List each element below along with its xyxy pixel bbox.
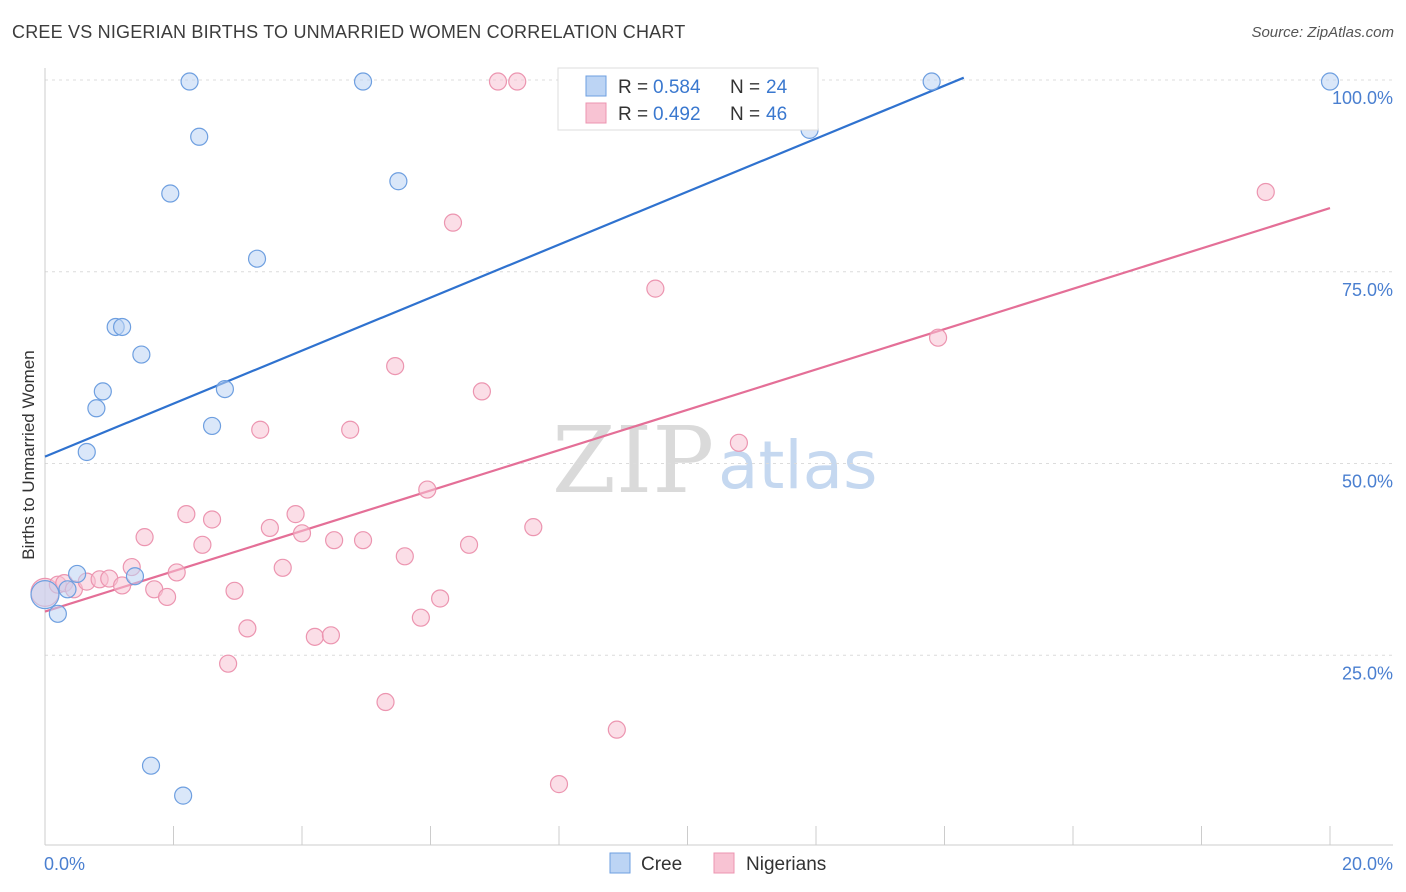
legend-nig-r-value: 0.492 (653, 104, 701, 125)
y-tick-label: 75.0% (1342, 280, 1393, 300)
nigerian-point (238, 619, 257, 638)
nigerian-point (443, 213, 463, 232)
nigerian-point (524, 518, 543, 537)
nigerian-point (418, 480, 437, 499)
nigerian-point (1256, 182, 1275, 202)
y-tick-label: 100.0% (1332, 88, 1393, 108)
cree-point (215, 380, 234, 399)
legend-swatch-cree (585, 75, 607, 97)
cree-point (112, 317, 132, 337)
cree-point (93, 382, 112, 401)
nigerian-point (459, 535, 479, 554)
nigerian-point (177, 505, 196, 524)
nigerian-trend-line (44, 207, 1331, 613)
legend-cree-n-value: 24 (766, 77, 788, 98)
nigerian-point (472, 382, 491, 401)
nigerian-point (928, 328, 948, 347)
cree-point (30, 580, 60, 610)
nigerian-point (286, 505, 305, 524)
nigerian-point (549, 775, 569, 794)
y-tick-label: 25.0% (1342, 663, 1393, 683)
nigerian-point (135, 528, 154, 547)
cree-point (922, 72, 941, 91)
nigerian-point (488, 72, 508, 91)
nigerian-point (305, 627, 324, 646)
nigerian-point (251, 420, 270, 439)
bottom-legend-swatch-cree (609, 852, 631, 874)
legend-cree-n-label: N = (730, 77, 760, 98)
bottom-legend-swatch-nigerians (713, 852, 735, 874)
x-tick-labels: 0.0% 20.0% (44, 854, 1393, 874)
nigerian-point (508, 72, 527, 91)
cree-point (161, 184, 180, 203)
watermark-zip: ZIP (552, 407, 714, 514)
nigerian-point (157, 587, 177, 607)
nigerian-point (112, 576, 132, 595)
bottom-legend-cree: Cree (641, 854, 682, 875)
legend-nig-n-value: 46 (766, 104, 787, 125)
cree-point (389, 172, 408, 191)
legend-nig-r-label: R = (618, 104, 648, 125)
cree-point (48, 604, 67, 623)
nigerian-point (376, 692, 395, 712)
nigerian-point (386, 356, 405, 376)
y-tick-label: 50.0% (1342, 472, 1393, 492)
watermark: ZIP atlas (552, 407, 878, 514)
legend-swatch-nigerians (585, 102, 607, 124)
correlation-legend: R = 0.584 N = 24 R = 0.492 N = 46 (557, 67, 819, 131)
cree-point (190, 127, 209, 146)
nigerian-point (341, 420, 360, 439)
source-label: Source: ZipAtlas.com (1251, 24, 1394, 41)
x-tick-label: 20.0% (1342, 854, 1393, 874)
cree-point (87, 399, 106, 418)
gridlines (45, 79, 1393, 656)
nigerian-point (273, 558, 292, 577)
x-tick-label: 0.0% (44, 854, 85, 874)
cree-point (247, 249, 267, 268)
nigerian-point (646, 279, 665, 298)
y-tick-labels: 25.0% 50.0% 75.0% 100.0% (1332, 88, 1393, 683)
nigerian-point (395, 547, 414, 566)
legend-nig-n-label: N = (730, 104, 760, 125)
cree-point (125, 567, 145, 586)
nigerian-point (193, 535, 212, 554)
nigerian-point (607, 720, 626, 739)
nigerian-point (260, 518, 279, 538)
cree-point (180, 72, 199, 91)
cree-point (174, 786, 193, 805)
nigerian-point (225, 581, 244, 600)
series-legend: Cree Nigerians (609, 852, 826, 875)
nigerian-point (167, 563, 186, 582)
nigerian-point (321, 626, 341, 645)
bottom-legend-nigerians: Nigerians (746, 854, 826, 875)
nigerian-point (219, 654, 238, 673)
data-points (30, 72, 1340, 805)
cree-point (77, 442, 96, 462)
nigerian-point (431, 589, 450, 608)
nigerian-point (411, 608, 430, 627)
nigerian-point (729, 433, 749, 452)
nigerian-point (292, 524, 312, 543)
cree-trend-line (44, 76, 965, 458)
nigerian-point (202, 510, 222, 529)
cree-point (132, 345, 151, 364)
nigerian-point (353, 531, 373, 550)
chart-title: CREE VS NIGERIAN BIRTHS TO UNMARRIED WOM… (12, 22, 686, 42)
cree-point (68, 564, 87, 584)
y-axis-label: Births to Unmarried Women (19, 350, 38, 559)
cree-point (353, 72, 373, 91)
nigerian-point (325, 531, 344, 550)
cree-point (202, 416, 222, 436)
legend-cree-r-value: 0.584 (653, 77, 701, 98)
cree-point (141, 756, 161, 775)
trend-lines (44, 76, 1331, 613)
legend-cree-r-label: R = (618, 77, 648, 98)
cree-point (1320, 72, 1340, 91)
cree-point (58, 580, 77, 599)
